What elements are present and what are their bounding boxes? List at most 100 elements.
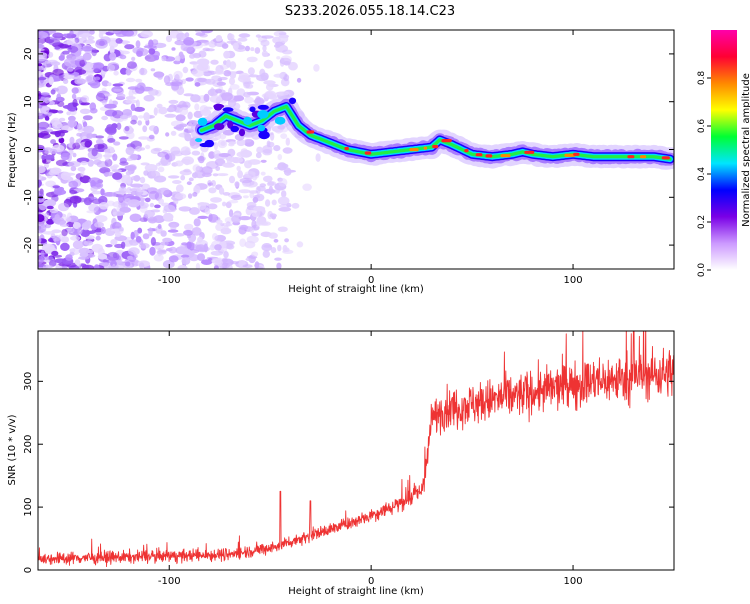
noise-speckle — [232, 42, 239, 51]
noise-speckle — [50, 167, 62, 174]
ridge-hotspot — [475, 153, 483, 157]
noise-speckle — [70, 235, 81, 241]
noise-speckle — [273, 73, 285, 78]
noise-speckle — [154, 204, 161, 209]
noise-speckle — [173, 60, 181, 65]
noise-speckle — [150, 68, 156, 72]
noise-speckle — [143, 112, 150, 121]
noise-speckle — [207, 203, 218, 210]
noise-speckle — [174, 160, 184, 167]
noise-speckle — [80, 102, 91, 106]
noise-speckle — [158, 198, 165, 205]
noise-speckle — [254, 261, 260, 269]
noise-speckle — [191, 150, 201, 156]
noise-speckle — [183, 93, 194, 97]
noise-speckle — [209, 95, 223, 103]
noise-speckle — [177, 264, 188, 269]
noise-speckle — [236, 88, 246, 98]
noise-speckle — [266, 181, 275, 187]
noise-speckle — [42, 264, 54, 269]
noise-speckle — [276, 91, 289, 96]
noise-speckle — [189, 207, 200, 215]
noise-speckle — [112, 83, 124, 87]
noise-speckle — [113, 70, 119, 76]
noise-speckle — [193, 110, 203, 118]
noise-speckle — [201, 172, 212, 178]
snr-ylabel: SNR (10 * v/v) — [7, 414, 18, 485]
noise-speckle — [112, 172, 123, 180]
noise-speckle — [125, 68, 132, 76]
noise-speckle — [167, 229, 179, 233]
noise-speckle — [130, 119, 137, 125]
noise-speckle — [238, 33, 251, 38]
noise-speckle — [83, 240, 94, 246]
noise-speckle — [173, 198, 179, 205]
noise-speckle — [188, 177, 194, 182]
noise-speckle — [52, 185, 60, 189]
noise-speckle — [256, 146, 263, 154]
noise-speckle — [211, 258, 222, 264]
noise-speckle — [225, 201, 232, 209]
noise-speckle — [43, 147, 53, 151]
noise-speckle — [187, 193, 193, 199]
noise-speckle — [50, 139, 56, 145]
noise-speckle — [191, 227, 202, 236]
noise-speckle — [238, 72, 250, 80]
noise-speckle — [148, 227, 153, 237]
noise-speckle — [49, 208, 59, 214]
snr-xtick-label: -100 — [158, 576, 181, 587]
noise-speckle — [118, 136, 129, 140]
ridge-blob — [213, 103, 225, 109]
noise-speckle — [112, 252, 118, 259]
noise-speckle — [212, 233, 218, 241]
noise-speckle — [110, 239, 118, 245]
noise-speckle — [218, 153, 231, 158]
noise-speckle — [69, 190, 78, 194]
noise-speckle — [238, 216, 252, 221]
noise-speckle — [130, 183, 144, 188]
noise-speckle — [38, 144, 45, 151]
noise-speckle — [109, 147, 115, 154]
noise-speckle — [72, 142, 81, 150]
noise-speckle — [230, 194, 242, 201]
noise-speckle — [265, 199, 271, 207]
noise-speckle — [135, 236, 142, 243]
ridge-hotspot — [432, 145, 439, 149]
noise-speckle — [117, 260, 126, 266]
noise-speckle — [38, 165, 46, 174]
noise-speckle — [180, 146, 191, 156]
noise-speckle — [203, 93, 210, 102]
noise-speckle — [72, 222, 81, 229]
noise-speckle — [236, 139, 246, 147]
noise-speckle — [57, 110, 64, 114]
noise-speckle — [181, 156, 194, 165]
noise-speckle — [221, 222, 233, 227]
noise-speckle — [229, 61, 237, 70]
noise-speckle — [282, 249, 294, 254]
noise-speckle — [153, 71, 165, 78]
noise-speckle — [84, 62, 97, 72]
noise-speckle — [82, 115, 93, 121]
ridge-blob — [214, 123, 225, 131]
noise-speckle — [183, 229, 194, 236]
noise-speckle — [190, 94, 201, 103]
noise-speckle — [44, 97, 50, 104]
spectrogram-ytick-label: 20 — [23, 48, 34, 61]
noise-speckle — [149, 246, 156, 256]
noise-speckle — [109, 45, 115, 54]
noise-speckle — [113, 141, 121, 146]
noise-speckle — [44, 116, 50, 121]
noise-speckle — [80, 161, 88, 166]
noise-speckle — [72, 98, 78, 108]
noise-speckle — [72, 240, 84, 250]
noise-speckle — [207, 180, 212, 187]
noise-speckle — [137, 120, 142, 126]
noise-speckle — [268, 94, 278, 100]
noise-speckle — [85, 74, 96, 84]
noise-speckle — [101, 115, 108, 121]
noise-speckle — [255, 221, 269, 226]
noise-speckle — [185, 77, 194, 82]
noise-speckle — [251, 232, 259, 237]
colorbar-tick-label: 0.2 — [697, 215, 707, 229]
noise-speckle — [140, 162, 150, 166]
